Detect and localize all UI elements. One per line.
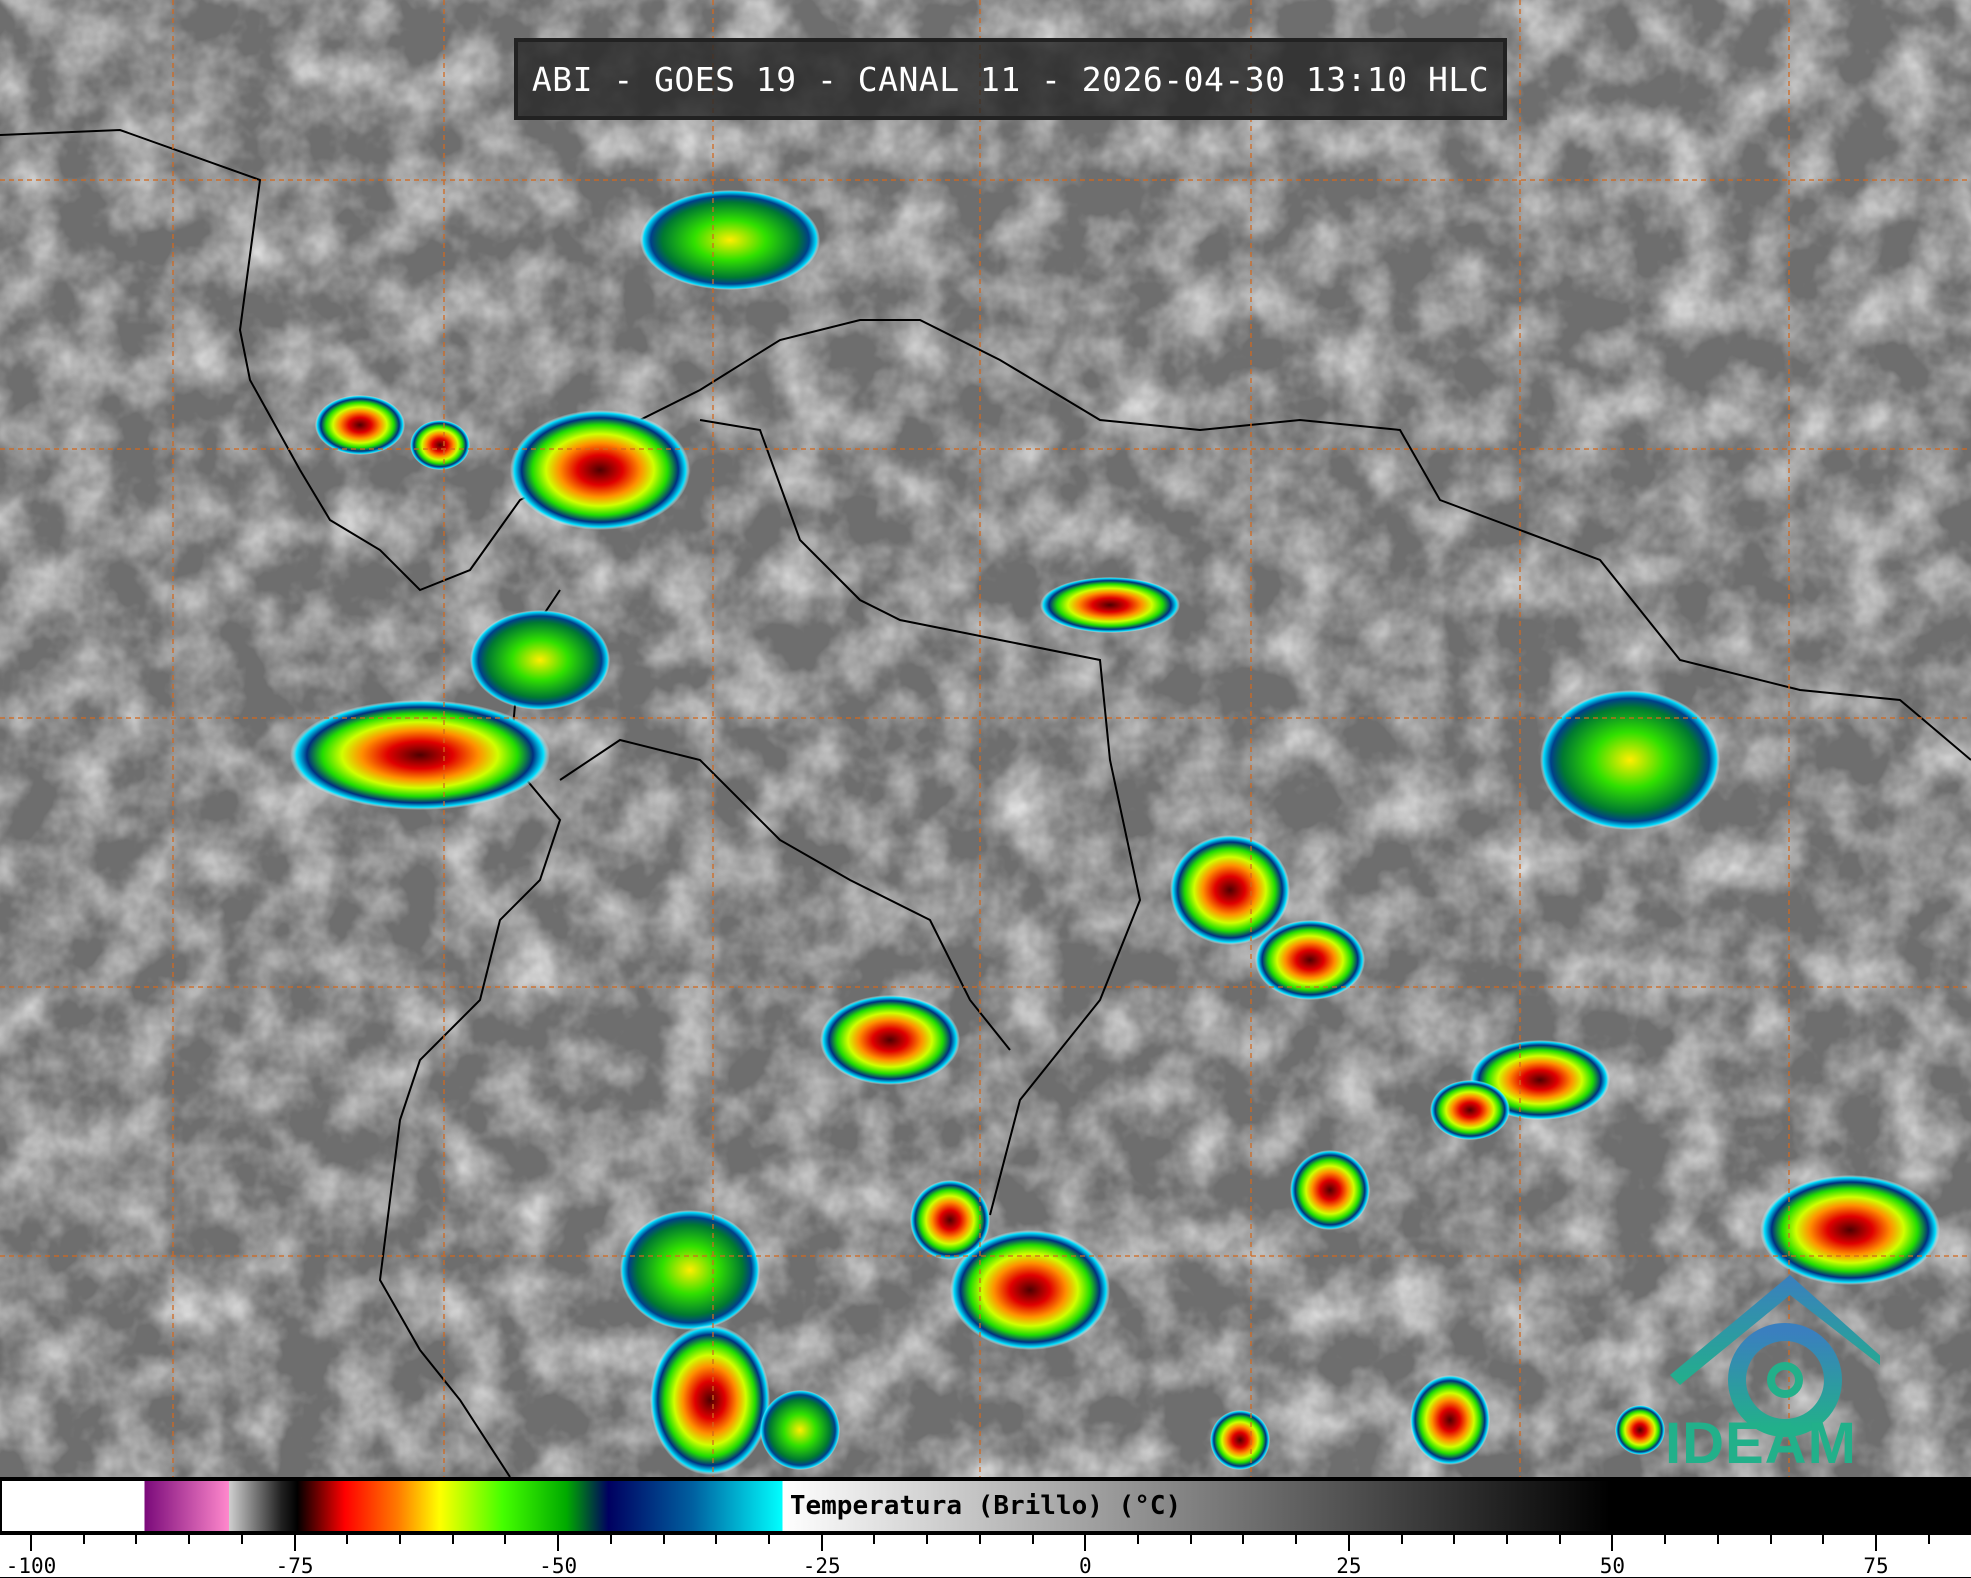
ideam-logo-text: IDEAM xyxy=(1665,1411,1857,1476)
tick-mark xyxy=(188,1535,191,1544)
tick-label: -100 xyxy=(5,1554,57,1578)
colorbar-label: Temperatura (Brillo) (°C) xyxy=(789,1491,1182,1521)
title-text: ABI - GOES 19 - CANAL 11 - 2026-04-30 13… xyxy=(531,59,1490,99)
lat-lon-grid xyxy=(0,0,1971,1477)
tick-mark xyxy=(1875,1535,1877,1551)
tick-mark xyxy=(768,1535,770,1544)
tick-mark xyxy=(978,1535,981,1544)
colorbar-ticks: -100 -75 -50 -25 0 25 50 75 xyxy=(0,1535,1971,1578)
tick-mark xyxy=(662,1535,665,1544)
tick-mark xyxy=(1347,1535,1350,1551)
tick-mark xyxy=(1242,1535,1245,1544)
tick-mark xyxy=(1927,1535,1930,1544)
tick-mark xyxy=(609,1535,612,1544)
tick-mark xyxy=(1031,1535,1034,1544)
ideam-logo xyxy=(1670,1275,1880,1437)
tick-mark xyxy=(1084,1535,1087,1551)
tick-mark xyxy=(1400,1535,1403,1544)
tick-label: 75 xyxy=(1863,1554,1889,1578)
tick-mark xyxy=(1822,1535,1825,1544)
tick-mark xyxy=(82,1535,85,1544)
tick-mark xyxy=(135,1535,138,1544)
tick-mark xyxy=(293,1535,296,1551)
colorbar-gradient xyxy=(2,1481,1969,1531)
colorbar: Temperatura (Brillo) (°C) xyxy=(0,1477,1971,1535)
tick-label: -75 xyxy=(275,1554,314,1578)
tick-label: -25 xyxy=(802,1554,841,1578)
tick-label: 25 xyxy=(1336,1554,1362,1578)
tick-label: 0 xyxy=(1078,1554,1092,1578)
tick-label: 50 xyxy=(1599,1554,1626,1578)
tick-mark xyxy=(873,1535,876,1544)
tick-mark xyxy=(346,1535,349,1544)
tick-mark xyxy=(557,1535,560,1551)
tick-mark xyxy=(504,1535,507,1544)
tick-mark xyxy=(1558,1535,1561,1544)
image-title: ABI - GOES 19 - CANAL 11 - 2026-04-30 13… xyxy=(514,38,1507,120)
tick-mark xyxy=(240,1535,243,1544)
tick-mark xyxy=(451,1535,454,1544)
tick-label: -50 xyxy=(539,1554,578,1578)
satellite-image xyxy=(0,0,1971,1477)
tick-mark xyxy=(1769,1535,1772,1544)
tick-mark xyxy=(1295,1535,1298,1544)
tick-mark xyxy=(1137,1535,1139,1544)
tick-mark xyxy=(1506,1535,1508,1544)
tick-mark xyxy=(1716,1535,1719,1544)
storm-cells xyxy=(290,190,1940,1475)
tick-mark xyxy=(1664,1535,1667,1544)
tick-mark xyxy=(1453,1535,1456,1544)
tick-mark xyxy=(1189,1535,1192,1544)
tick-mark xyxy=(926,1535,929,1544)
tick-mark xyxy=(1611,1535,1614,1551)
tick-mark xyxy=(820,1535,823,1551)
tick-mark xyxy=(30,1535,32,1551)
tick-mark xyxy=(399,1535,401,1544)
tick-mark xyxy=(715,1535,718,1544)
